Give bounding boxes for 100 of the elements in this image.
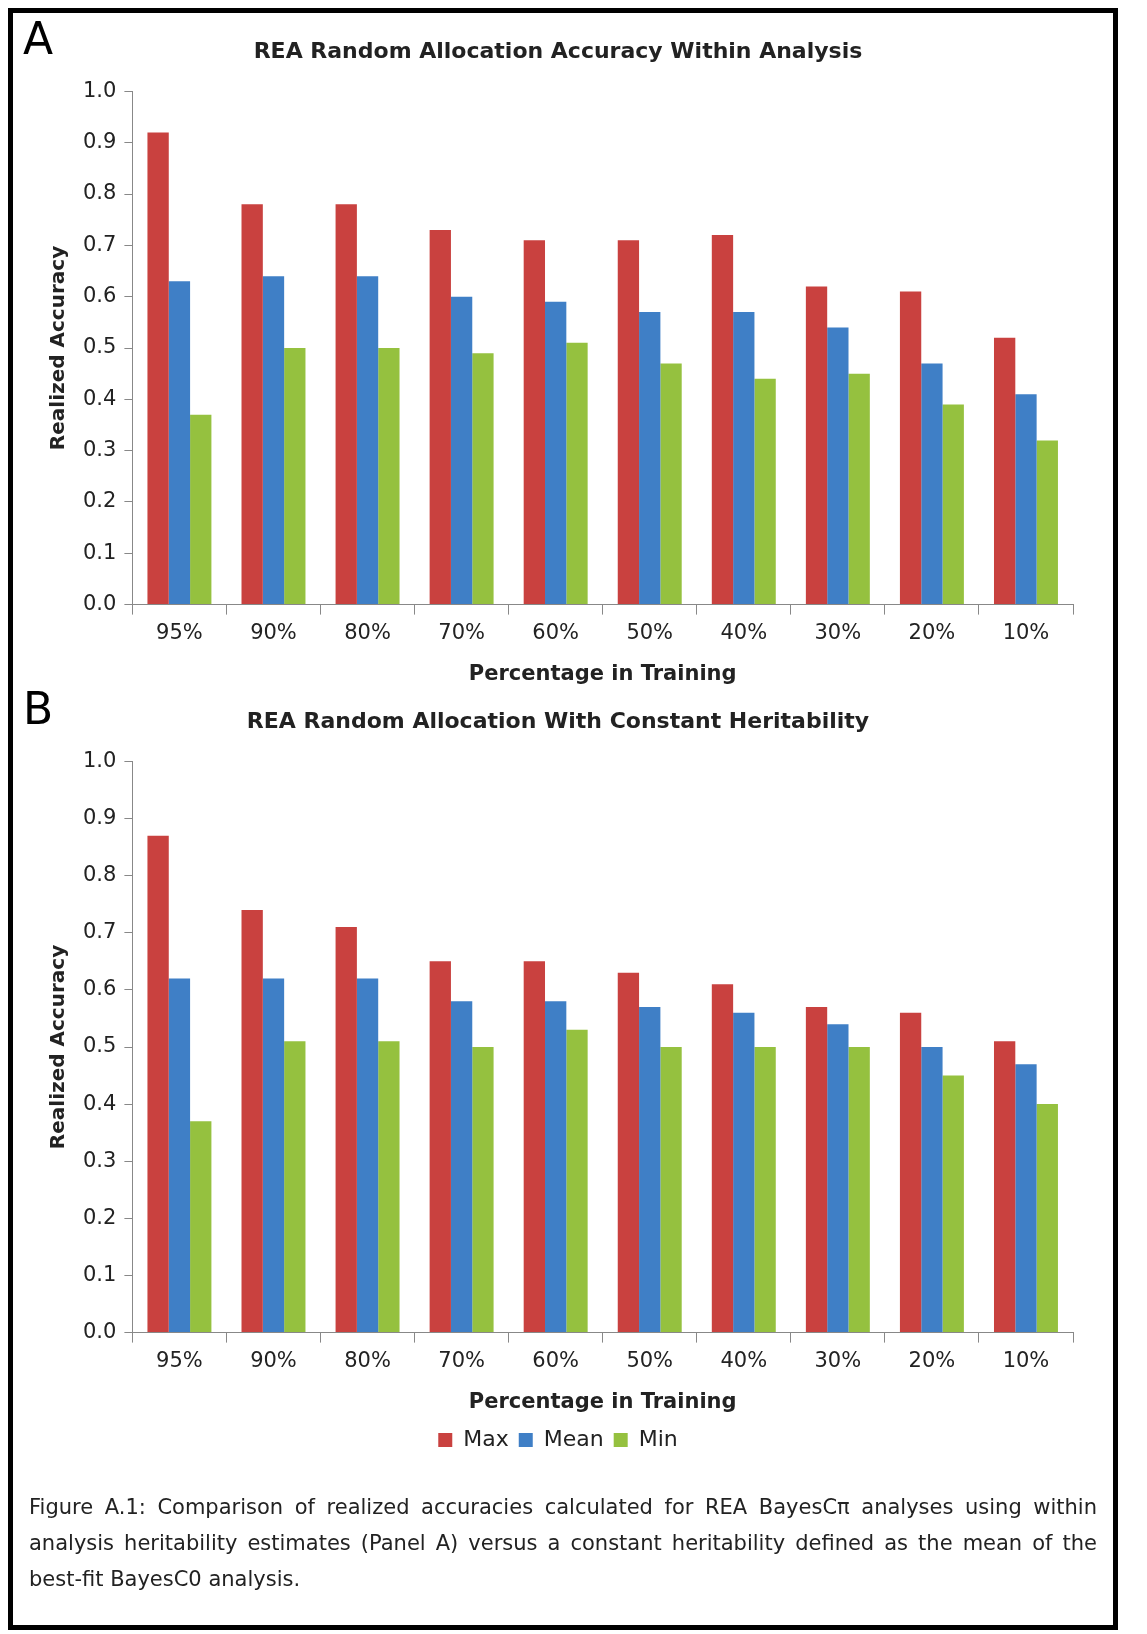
bar (711, 984, 734, 1333)
bar (335, 927, 357, 1333)
bar (523, 961, 546, 1333)
x-tick-label: 10% (1002, 619, 1050, 644)
bar (754, 378, 776, 605)
y-tick-label: 0.2 (82, 1204, 117, 1229)
y-tick-label: 0.9 (82, 129, 117, 154)
x-tick-label: 20% (908, 619, 956, 644)
y-tick-label: 0.8 (82, 862, 117, 887)
bar (241, 909, 263, 1333)
bar (566, 342, 588, 605)
bar (262, 276, 285, 605)
bar (660, 1047, 682, 1333)
bar (848, 373, 870, 605)
bar (899, 1012, 922, 1333)
bar (168, 978, 191, 1333)
y-axis-title: Realized Accuracy (45, 245, 70, 451)
bar (617, 240, 640, 605)
y-tick-label: 0.7 (82, 231, 117, 256)
bar (147, 835, 169, 1333)
x-axis-title: Percentage in Training (468, 660, 737, 685)
bar (827, 1024, 849, 1333)
x-tick-label: 30% (814, 1347, 862, 1372)
y-tick-label: 0.3 (82, 1147, 117, 1172)
bar (733, 312, 755, 605)
bar (711, 235, 734, 605)
bar (993, 337, 1016, 605)
text: A (23, 13, 54, 65)
bar (168, 281, 191, 605)
bar (921, 363, 943, 605)
bar (566, 1029, 588, 1333)
bar (284, 1041, 306, 1333)
x-tick-label: 70% (438, 1347, 485, 1372)
text: B (23, 683, 54, 735)
bar (545, 301, 567, 605)
bar (899, 291, 922, 605)
y-tick-label: 0.9 (82, 804, 117, 829)
x-tick-label: 80% (344, 619, 391, 644)
x-tick-label: 40% (720, 619, 768, 644)
bar (1036, 440, 1058, 605)
x-tick-label: 30% (814, 619, 862, 644)
bar (617, 972, 640, 1333)
bar (356, 276, 379, 605)
bar (378, 348, 400, 605)
y-tick-label: 1.0 (82, 77, 117, 102)
bar (660, 363, 682, 605)
y-tick-label: 0.6 (82, 283, 117, 308)
bar (1015, 1064, 1037, 1333)
bar (190, 1121, 212, 1333)
y-tick-label: 0.1 (82, 1261, 117, 1286)
bar (545, 1001, 567, 1333)
x-tick-label: 95% (156, 1347, 203, 1372)
legend-label: Max (463, 1425, 509, 1451)
bar (450, 1001, 473, 1333)
x-tick-label: 90% (250, 619, 297, 644)
bar (921, 1047, 943, 1333)
bar (523, 240, 546, 605)
y-tick-label: 0.5 (82, 334, 117, 359)
x-tick-label: 90% (250, 1347, 297, 1372)
bar (335, 204, 357, 605)
chart-title: REA Random Allocation With Constant Heritability (246, 707, 870, 733)
x-tick-label: 50% (626, 1347, 674, 1372)
x-tick-label: 95% (156, 619, 203, 644)
y-tick-label: 0.3 (82, 437, 117, 462)
y-tick-label: 0.4 (82, 385, 117, 410)
bar (827, 327, 849, 605)
x-tick-label: 60% (532, 619, 580, 644)
bar (190, 414, 212, 605)
bar (942, 404, 964, 605)
x-tick-label: 40% (720, 1347, 768, 1372)
bar (356, 978, 379, 1333)
chart-title: REA Random Allocation Accuracy Within Analysis (253, 37, 863, 63)
bar (472, 1047, 494, 1333)
bar (754, 1047, 776, 1333)
bar (848, 1047, 870, 1333)
bar (805, 286, 828, 605)
y-tick-label: 0.4 (82, 1090, 117, 1115)
y-tick-label: 0.8 (82, 180, 117, 205)
bar (639, 1007, 661, 1333)
y-tick-label: 0.5 (82, 1033, 117, 1058)
bar (805, 1007, 828, 1333)
bar (378, 1041, 400, 1333)
x-tick-label: 10% (1002, 1347, 1050, 1372)
x-tick-label: 50% (626, 619, 674, 644)
bar (429, 229, 451, 605)
bar (1036, 1104, 1058, 1333)
bar (147, 132, 169, 605)
x-tick-label: 80% (344, 1347, 391, 1372)
bar (262, 978, 285, 1333)
y-tick-label: 0.2 (82, 488, 117, 513)
y-tick-label: 0.0 (82, 591, 117, 616)
legend-label: Mean (543, 1425, 604, 1451)
y-tick-label: 0.6 (82, 976, 117, 1001)
y-tick-label: 0.7 (82, 919, 117, 944)
text: Figure A.1: Comparison of realized accuracies calculated for REA BayesCπ analyses using within analysis heritability estimates (Panel A) versus a constant heritability defined as the mean of the best-fit BayesC0 analysis. (29, 1494, 1097, 1593)
bar (472, 353, 494, 605)
x-tick-label: 70% (438, 619, 485, 644)
legend-label: Min (638, 1425, 678, 1451)
bar (241, 204, 263, 605)
x-axis-title: Percentage in Training (468, 1388, 737, 1413)
